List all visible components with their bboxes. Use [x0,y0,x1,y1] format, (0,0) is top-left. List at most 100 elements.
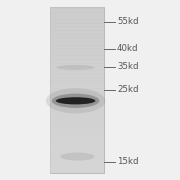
Bar [50,40,104,42]
Text: 40kd: 40kd [117,44,138,53]
Bar [50,153,104,155]
Bar [50,65,104,67]
Bar [50,149,104,151]
Text: 55kd: 55kd [117,17,138,26]
Bar [50,66,104,68]
Bar [50,114,104,116]
Bar [50,112,104,113]
Bar [50,18,104,20]
Bar [50,84,104,86]
Bar [50,58,104,60]
Bar [50,34,104,36]
Bar [50,57,104,58]
Bar [50,73,104,75]
Bar [50,164,104,166]
Bar [50,91,104,93]
Bar [50,32,104,33]
Bar [50,139,104,141]
Bar [50,110,104,112]
Bar [50,137,104,138]
Bar [50,72,104,73]
Ellipse shape [60,152,94,161]
Bar [50,50,104,51]
Bar [50,14,104,15]
Bar [50,30,104,32]
Bar [50,102,104,104]
Ellipse shape [52,94,99,108]
Bar [50,134,104,136]
Bar [50,159,104,160]
Bar [50,131,104,133]
Text: 35kd: 35kd [117,62,138,71]
Bar [50,96,104,98]
Bar [50,80,104,82]
Bar [50,11,104,13]
Bar [50,166,104,167]
Bar [50,130,104,131]
Bar [50,77,104,79]
Bar [50,47,104,49]
Bar [50,48,104,50]
Text: 25kd: 25kd [117,86,138,94]
Bar [50,170,104,171]
Bar [50,63,104,65]
Bar [50,138,104,140]
Bar [50,161,104,163]
Bar [50,154,104,156]
Bar [50,148,104,149]
Bar [50,81,104,83]
Bar [50,21,104,22]
Bar [50,106,104,108]
Bar [50,51,104,53]
Bar [50,54,104,55]
Ellipse shape [56,65,95,70]
Bar [50,160,104,162]
Bar [50,94,104,96]
Bar [50,12,104,14]
Bar [50,108,104,109]
Bar [50,98,104,100]
Bar [50,157,104,159]
Bar [50,76,104,78]
Bar [50,120,104,122]
Bar [50,19,104,21]
Bar [50,99,104,101]
Bar [50,10,104,11]
Bar [50,109,104,111]
Bar [50,145,104,147]
Bar [50,7,104,9]
Bar [50,121,104,123]
Bar [50,146,104,148]
Bar [50,116,104,118]
Bar [50,41,104,43]
Bar [50,152,104,154]
Bar [50,36,104,38]
Bar [50,156,104,158]
Bar [50,37,104,39]
Bar [50,119,104,120]
Bar [50,150,104,152]
Bar [50,127,104,129]
Bar [50,92,104,94]
Bar [50,70,104,72]
Bar [50,87,104,89]
Bar [50,61,104,62]
Bar [50,22,104,24]
Bar [50,88,104,90]
Bar [50,15,104,17]
Bar [50,43,104,44]
Bar [50,7,104,173]
Bar [50,90,104,91]
Bar [50,105,104,107]
Bar [50,75,104,76]
Bar [50,68,104,69]
Bar [50,28,104,29]
Bar [50,44,104,46]
Bar [50,124,104,126]
Bar [50,83,104,84]
Ellipse shape [56,97,95,104]
Bar [50,79,104,80]
Bar [50,33,104,35]
Text: 15kd: 15kd [117,158,138,166]
Bar [50,62,104,64]
